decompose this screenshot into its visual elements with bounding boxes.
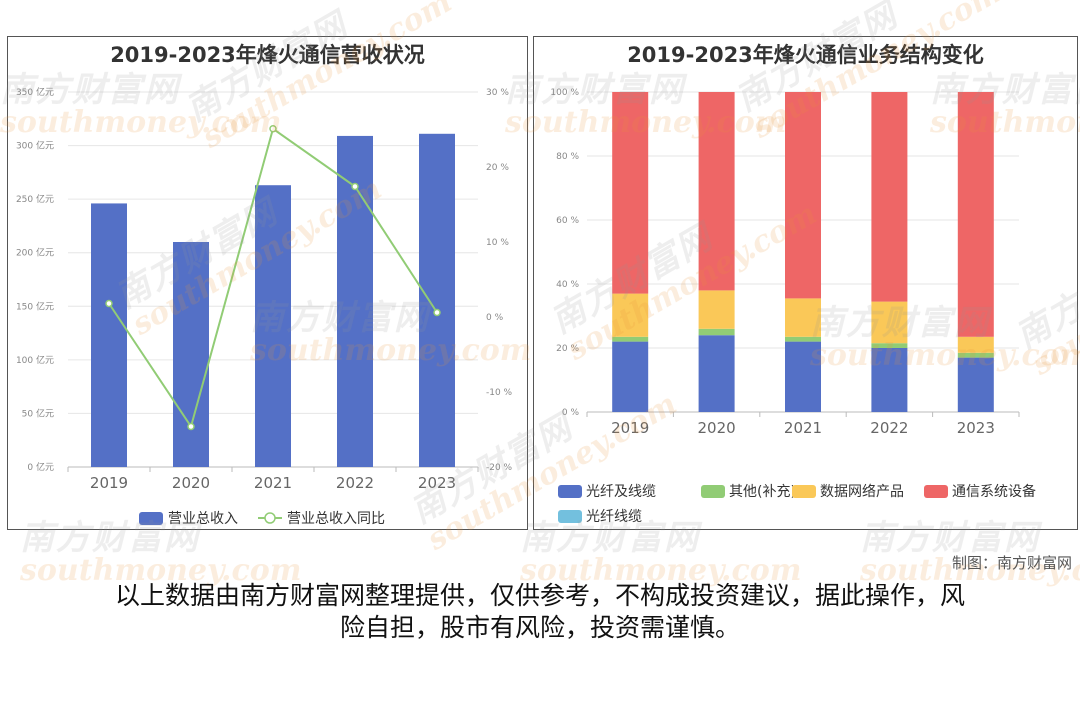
revenue-bar [91, 203, 127, 467]
legend-swatch [924, 485, 948, 498]
disclaimer: 以上数据由南方财富网整理提供，仅供参考，不构成投资建议，据此操作，风 险自担，股… [60, 580, 1020, 644]
legend-swatch [792, 485, 816, 498]
stacked-bar-segment [785, 298, 821, 337]
stacked-bar-segment [698, 328, 735, 336]
y-tick-label: 100 % [550, 88, 579, 98]
stacked-bar-segment [612, 336, 649, 342]
stacked-bar-segment [612, 293, 649, 337]
x-tick-label: 2019 [611, 419, 649, 437]
yoy-point [269, 125, 277, 133]
legend-label-revenue: 营业总收入 [168, 511, 238, 527]
x-tick-label: 2021 [784, 419, 822, 437]
yoy-point [105, 299, 113, 308]
revenue-bar [419, 133, 455, 467]
stacked-bar-segment [785, 92, 821, 299]
stacked-bar-segment [785, 336, 821, 342]
revenue-bar [337, 135, 373, 467]
y2-tick-label: -20 % [486, 463, 513, 473]
y-tick-label: 20 % [556, 344, 579, 354]
structure-chart-title: 2019-2023年烽火通信业务结构变化 [627, 43, 984, 67]
y2-tick-label: 20 % [486, 163, 509, 173]
disclaimer-line-2: 险自担，股市有风险，投资需谨慎。 [339, 613, 740, 642]
revenue-chart-panel: 2019-2023年烽火通信营收状况 0 亿元 50 亿元 100 亿元 150 亿元… [7, 36, 528, 530]
y-tick-label: 60 % [556, 216, 579, 226]
stacked-bar-segment [785, 341, 821, 412]
structure-chart: 0 % 20 % 40 % 60 % 80 % 100 % 2019 2020 2021 2022… [550, 88, 1036, 525]
legend-label: 光纤及线缆 [586, 484, 656, 500]
x-tick-label: 2023 [418, 474, 456, 492]
legend-swatch [558, 510, 582, 523]
y-tick-label: 80 % [556, 152, 579, 162]
legend-label: 光纤线缆 [586, 509, 642, 525]
y2-tick-label: 10 % [486, 238, 509, 248]
x-tick-label: 2022 [336, 474, 374, 492]
yoy-point [187, 422, 195, 431]
yoy-point [351, 182, 359, 191]
y-tick-label: 300 亿元 [16, 140, 54, 152]
y-tick-label: 40 % [556, 280, 579, 290]
stacked-bar-segment [698, 92, 735, 291]
stacked-bar-segment [957, 336, 994, 353]
stacked-bar-segment [612, 341, 649, 412]
disclaimer-line-1: 以上数据由南方财富网整理提供，仅供参考，不构成投资建议，据此操作，风 [114, 581, 965, 610]
x-tick-label: 2020 [172, 474, 210, 492]
yoy-point [433, 308, 441, 317]
stacked-bar-segment [612, 92, 649, 294]
stacked-bar-segment [698, 290, 735, 329]
x-tick-label: 2021 [254, 474, 292, 492]
stacked-bar-segment [871, 301, 908, 344]
legend-label: 数据网络产品 [820, 484, 904, 500]
legend-marker-yoy [264, 512, 276, 524]
y2-tick-label: 30 % [486, 88, 509, 98]
y-tick-label: 0 亿元 [27, 461, 54, 473]
structure-chart-panel: 2019-2023年烽火通信业务结构变化 0 % 20 % 40 % 60 % 80 %… [533, 36, 1078, 530]
y-tick-label: 200 亿元 [16, 247, 54, 259]
stacked-bar-segment [871, 348, 908, 412]
y-tick-label: 150 亿元 [16, 300, 54, 312]
y2-tick-label: 0 % [486, 313, 504, 323]
x-tick-label: 2023 [957, 419, 995, 437]
stacked-bar-segment [871, 92, 908, 302]
revenue-chart-title: 2019-2023年烽火通信营收状况 [110, 43, 425, 67]
y2-tick-label: -10 % [486, 388, 513, 398]
x-tick-label: 2019 [90, 474, 128, 492]
stacked-bar-segment [957, 92, 994, 337]
y-tick-label: 250 亿元 [16, 193, 54, 205]
y-tick-label: 50 亿元 [22, 407, 54, 419]
revenue-bar [173, 242, 209, 467]
stacked-bar-segment [871, 343, 908, 348]
legend-swatch [558, 485, 582, 498]
y-tick-label: 350 亿元 [16, 86, 54, 98]
x-tick-label: 2020 [698, 419, 736, 437]
legend-label-yoy: 营业总收入同比 [287, 511, 385, 527]
y-tick-label: 0 % [562, 408, 580, 418]
legend-swatch [701, 485, 725, 498]
legend-label: 通信系统设备 [952, 483, 1036, 500]
y-tick-label: 100 亿元 [16, 354, 54, 366]
legend-swatch-revenue [139, 512, 163, 525]
revenue-chart: 0 亿元 50 亿元 100 亿元 150 亿元 200 亿元 250 亿元 300 亿元 3… [16, 86, 513, 527]
revenue-bar [255, 185, 291, 467]
x-tick-label: 2022 [870, 419, 908, 437]
stacked-bar-segment [698, 335, 735, 412]
legend-label: 其他(补充) [729, 484, 796, 500]
chart-credit: 制图：南方财富网 [951, 554, 1072, 572]
stacked-bar-segment [957, 352, 994, 358]
stacked-bar-segment [957, 357, 994, 412]
